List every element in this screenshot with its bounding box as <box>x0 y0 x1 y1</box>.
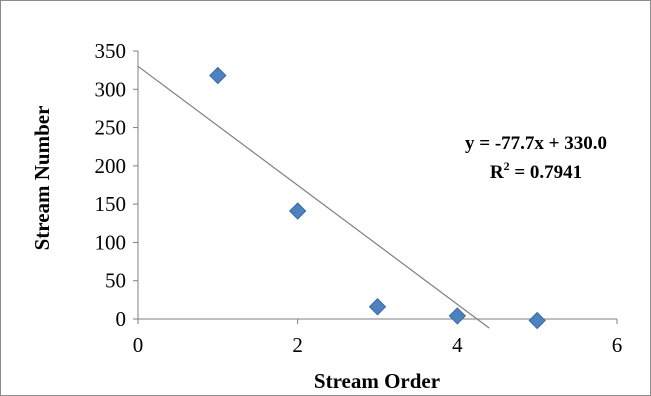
x-axis-title: Stream Order <box>314 369 440 393</box>
data-points <box>209 66 546 330</box>
y-tick-label: 0 <box>116 307 127 331</box>
x-tick-label: 0 <box>133 333 144 357</box>
r-squared-label: R2 = 0.7941 <box>490 159 582 183</box>
y-tick-label: 350 <box>95 39 127 63</box>
y-tick-label: 250 <box>95 116 127 140</box>
trendline-equation: y = -77.7x + 330.0 <box>465 133 607 154</box>
data-point <box>209 66 227 85</box>
y-tick-label: 50 <box>105 269 126 293</box>
trendline <box>137 65 490 329</box>
axes <box>133 50 618 324</box>
data-point <box>288 202 307 220</box>
data-point <box>448 307 467 325</box>
y-axis-title: Stream Number <box>30 106 54 251</box>
data-point <box>528 311 546 330</box>
x-tick-label: 4 <box>452 333 463 357</box>
y-tick-label: 300 <box>95 77 127 101</box>
y-tick-label: 100 <box>95 230 127 254</box>
x-tick-label: 6 <box>612 333 623 357</box>
y-tick-label: 150 <box>95 192 127 216</box>
data-point <box>368 298 387 316</box>
y-tick-label: 200 <box>95 154 127 178</box>
x-tick-labels: 0 2 4 6 <box>133 333 623 357</box>
y-tick-labels: 0 50 100 150 200 250 300 350 <box>95 39 127 331</box>
x-tick-label: 2 <box>292 333 303 357</box>
